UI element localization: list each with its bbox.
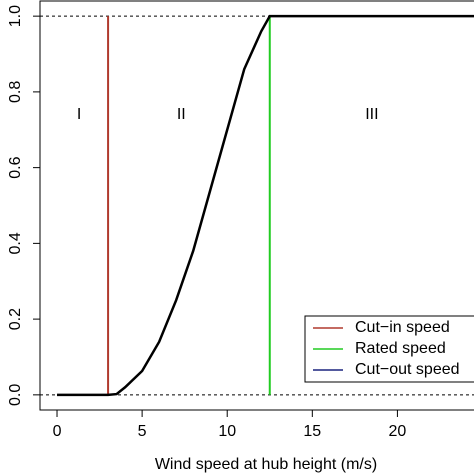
y-tick-label: 1.0 — [7, 5, 24, 27]
y-tick-label: 0.8 — [7, 81, 24, 103]
x-tick-label: 0 — [53, 423, 62, 440]
x-axis-label: Wind speed at hub height (m/s) — [155, 456, 377, 473]
legend-label: Cut−in speed — [355, 319, 450, 336]
region-label: III — [365, 106, 378, 123]
x-tick-label: 10 — [218, 423, 236, 440]
y-tick-label: 0.4 — [7, 232, 24, 254]
y-tick-label: 0.0 — [7, 384, 24, 406]
power-curve — [57, 14, 474, 397]
x-tick-label: 5 — [138, 423, 147, 440]
plot-frame — [39, 0, 474, 411]
legend-label: Cut−out speed — [355, 361, 460, 378]
region-label: II — [177, 106, 186, 123]
region-label: I — [77, 106, 81, 123]
x-tick-label: 20 — [389, 423, 407, 440]
legend-label: Rated speed — [355, 340, 446, 357]
y-tick-label: 0.2 — [7, 308, 24, 330]
x-tick-label: 15 — [303, 423, 321, 440]
y-tick-label: 0.6 — [7, 156, 24, 178]
